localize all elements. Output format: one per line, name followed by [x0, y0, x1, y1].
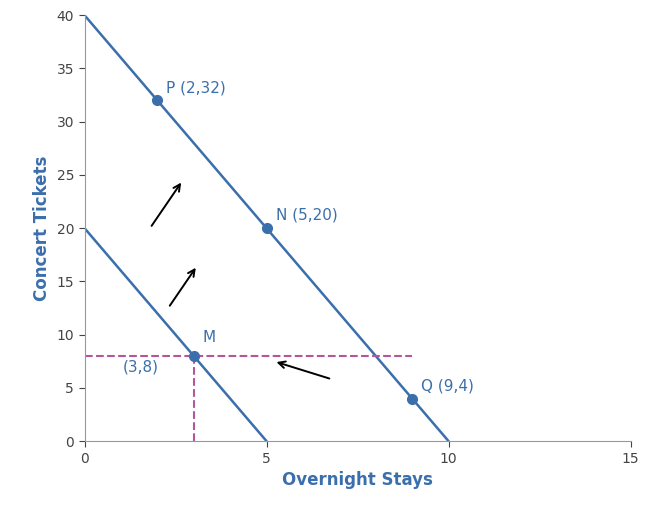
Text: M: M	[203, 330, 216, 345]
Text: P (2,32): P (2,32)	[166, 80, 226, 95]
Text: N (5,20): N (5,20)	[276, 208, 337, 223]
X-axis label: Overnight Stays: Overnight Stays	[282, 471, 433, 489]
Text: (3,8): (3,8)	[123, 360, 159, 375]
Text: Q (9,4): Q (9,4)	[421, 378, 474, 393]
Y-axis label: Concert Tickets: Concert Tickets	[33, 156, 51, 301]
